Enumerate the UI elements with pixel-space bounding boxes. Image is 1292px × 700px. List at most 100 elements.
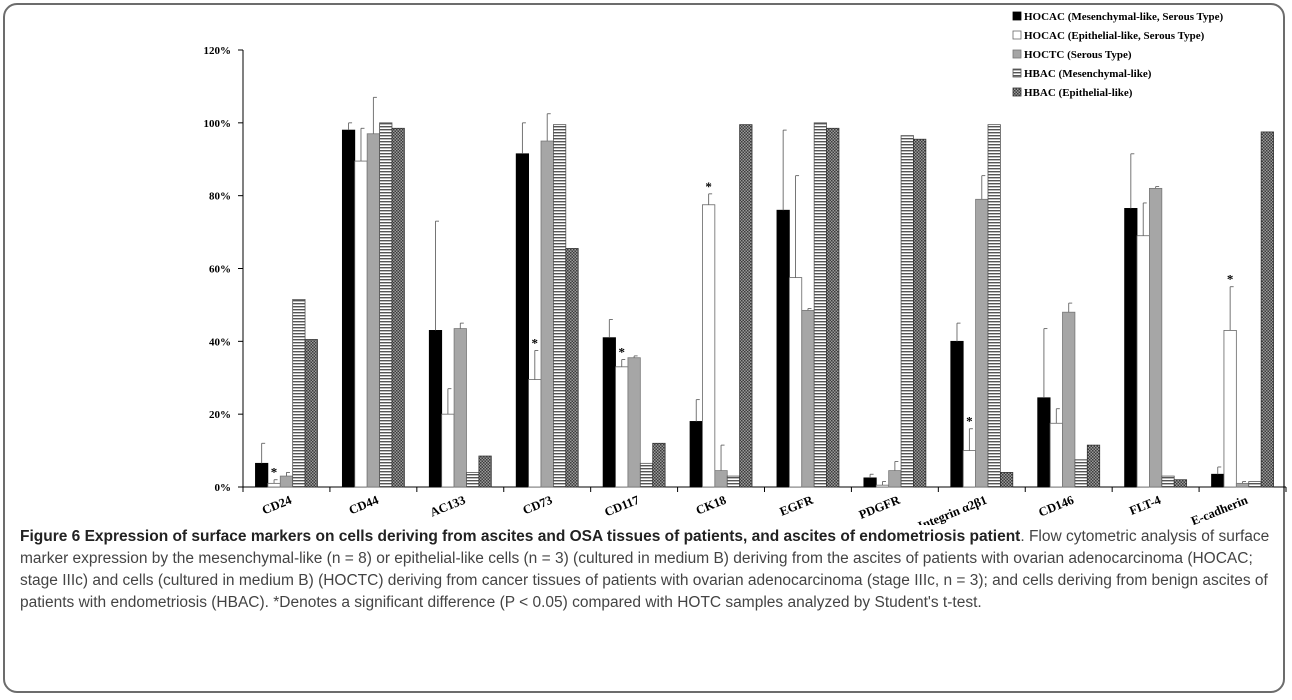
bar [900,135,914,488]
bar [801,309,815,488]
x-tick-label: CD24 [260,493,294,518]
bar [1235,482,1250,488]
bar [975,198,989,488]
bar [615,366,629,488]
bar [826,127,840,488]
x-tick-label: PDGFR [857,492,903,521]
bar [627,357,641,488]
bar [515,153,530,488]
bar [1173,479,1188,488]
x-tick-label: CD146 [1036,493,1075,520]
bar [714,470,728,488]
bar [540,140,554,488]
legend-swatch [1012,49,1022,59]
legend-label: HOCAC (Mesenchymal-like, Serous Type) [1024,11,1224,23]
bar [478,455,492,488]
legend-label: HOCTC (Serous Type) [1024,49,1132,61]
bar [466,472,480,488]
x-tick-label: CD44 [347,493,381,518]
y-tick-label: 0% [215,482,232,494]
legend-label: HBAC (Mesenchymal-like) [1024,68,1152,80]
bar [304,339,318,488]
bar [652,442,666,488]
bar [1161,475,1175,488]
bar [1124,208,1138,488]
bar [913,138,927,488]
bar [1136,235,1150,488]
bar [739,124,753,488]
bar [1037,397,1051,488]
bar [1049,422,1063,488]
bar [292,299,306,488]
bar [1248,481,1262,488]
bar [702,204,716,488]
bar [391,127,405,488]
bars [255,96,1274,488]
bar [888,470,902,488]
x-tick-label: E-cadherin [1189,493,1250,525]
bar-chart: 0% 20% 40% 60% 80% 100% 120% CD24 CD44 AC133 CD73 C… [204,11,1287,525]
legend-swatch [1012,11,1022,21]
bar [267,482,281,488]
bar [553,124,567,488]
bar [428,330,443,488]
bar [962,450,976,488]
x-tick-label: Integrin α2β1 [916,493,989,525]
x-tick-label: CK18 [694,493,728,518]
caption-body: . Flow cytometric analysis of surface ma… [20,528,1270,611]
significance-marker: * [618,345,625,360]
legend-swatch [1012,68,1022,78]
significance-marker: * [966,414,973,429]
legend-label: HBAC (Epithelial-like) [1024,87,1133,99]
figure-caption: Figure 6 Expression of surface markers o… [20,526,1275,614]
bar [1062,311,1076,488]
x-tick-label: EGFR [778,492,816,518]
y-tick-label: 120% [204,45,232,57]
bar [602,337,616,488]
significance-marker: * [271,465,278,480]
significance-marker: * [1227,272,1234,287]
y-tick-label: 100% [204,118,232,130]
y-tick-label: 40% [209,336,231,348]
bar [875,484,890,488]
caption-title: Figure 6 Expression of surface markers o… [20,528,1021,545]
bar [863,477,877,488]
x-tick-label: CD117 [603,493,642,520]
bar [1211,473,1225,488]
bar [1074,459,1088,488]
bar [689,421,703,488]
x-tick-label: AC133 [428,493,467,520]
bar [950,340,964,488]
bar [354,160,368,488]
bar [726,475,741,488]
y-tick-label: 20% [209,409,231,421]
x-tick-label: CD73 [521,493,555,517]
bar [528,379,542,488]
y-tick-label: 60% [209,264,231,276]
y-tick-label: 80% [209,191,231,203]
bar [639,462,654,488]
legend-label: HOCAC (Epithelial-like, Serous Type) [1024,30,1205,42]
bar [1223,330,1237,488]
legend-swatch [1012,87,1022,97]
legend: HOCAC (Mesenchymal-like, Serous Type) HOC… [1012,11,1224,99]
axes [238,49,1287,492]
bar [1149,187,1163,488]
bar [453,328,467,488]
legend-swatch [1012,30,1022,40]
bar [441,413,455,488]
bar [813,122,827,488]
bar [255,462,269,488]
bar [1086,444,1101,488]
bar [279,475,294,488]
bar [1260,131,1274,488]
bar [788,277,803,488]
bar [379,122,393,488]
significance-marker: * [705,179,712,194]
bar [776,209,790,488]
bar [987,124,1001,488]
x-tick-label: FLT-4 [1127,493,1163,518]
bar [999,472,1014,488]
bar [565,248,579,488]
significance-marker: * [532,335,539,350]
